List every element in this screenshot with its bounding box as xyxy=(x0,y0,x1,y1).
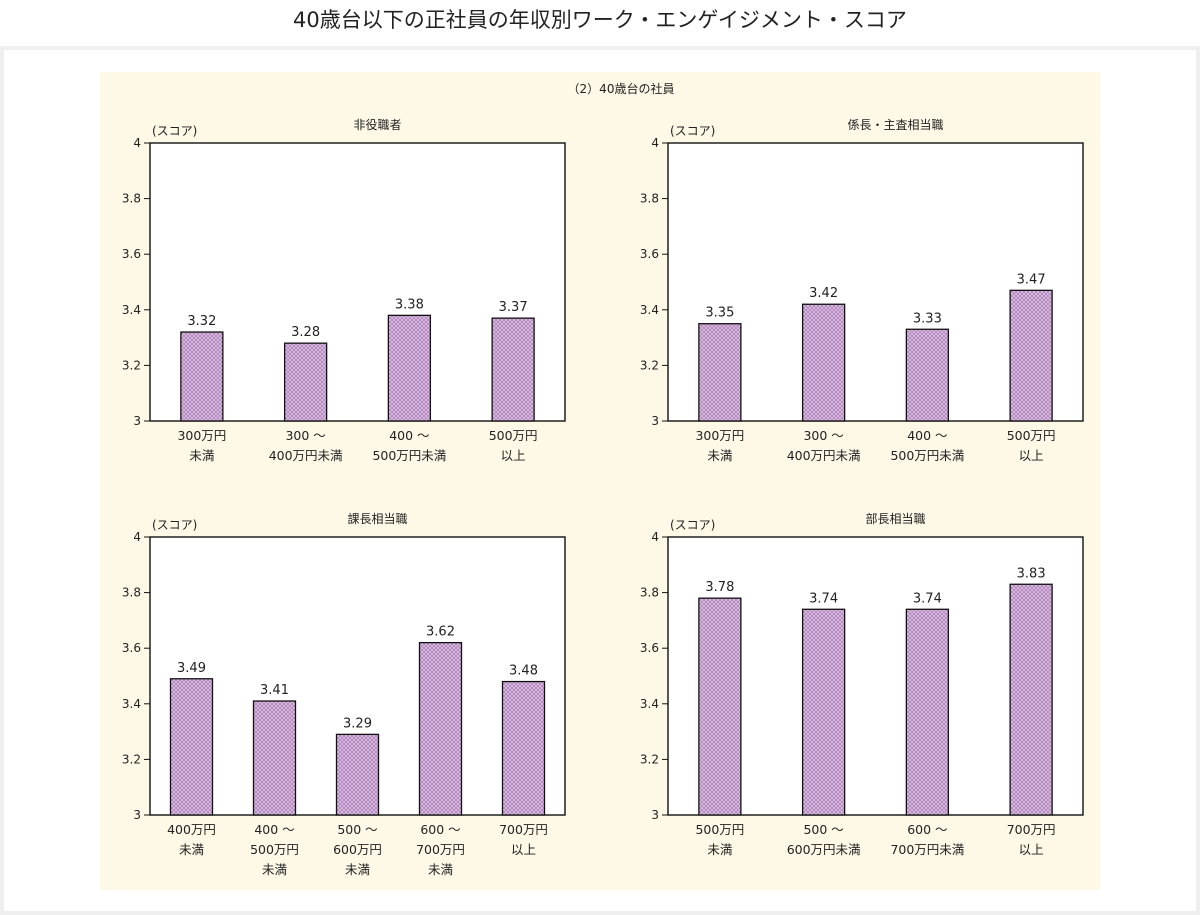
x-category-label: 500万円未満 xyxy=(695,822,744,857)
bar-value-label: 3.38 xyxy=(395,297,424,312)
bar-value-label: 3.28 xyxy=(291,325,320,340)
y-tick-label: 3.4 xyxy=(122,303,141,317)
bar xyxy=(283,342,328,422)
bar-value-label: 3.48 xyxy=(509,664,538,679)
bar-value-label: 3.62 xyxy=(426,625,455,640)
bar-value-label: 3.33 xyxy=(913,311,942,326)
bar xyxy=(491,317,535,422)
panel-title: 非役職者 xyxy=(353,117,401,132)
y-tick-label: 4 xyxy=(133,530,141,544)
y-tick-label: 3.6 xyxy=(122,247,141,261)
bar-value-label: 3.41 xyxy=(260,683,289,698)
bar xyxy=(387,314,432,422)
panel-title: 係長・主査相当職 xyxy=(847,118,943,132)
y-unit-label: (スコア) xyxy=(670,518,715,532)
x-category-label: 400万円未満 xyxy=(167,822,216,857)
x-category-label: 700万円以上 xyxy=(499,822,548,857)
bar-value-label: 3.32 xyxy=(187,314,216,329)
x-category-label: 700万円以上 xyxy=(1007,822,1056,857)
y-tick-label: 3.8 xyxy=(640,586,659,600)
x-category-label: 300万円未満 xyxy=(695,428,744,463)
bar-value-label: 3.83 xyxy=(1017,566,1046,581)
bar xyxy=(801,303,846,422)
bar-value-label: 3.47 xyxy=(1017,272,1046,287)
bar-value-label: 3.29 xyxy=(343,716,372,731)
x-category-label: 600 ～ 700万円未満 xyxy=(416,822,465,877)
x-category-label: 400 ～ 500万円未満 xyxy=(890,428,964,463)
figure-label: （2）40歳台の社員 xyxy=(568,81,675,96)
bar-value-label: 3.74 xyxy=(913,591,942,606)
y-tick-label: 3.6 xyxy=(122,641,141,655)
x-category-label: 300 ～ 400万円未満 xyxy=(269,428,343,463)
bar xyxy=(252,700,297,816)
x-category-label: 600 ～ 700万円未満 xyxy=(890,822,964,857)
y-tick-label: 3.8 xyxy=(640,192,659,206)
bar xyxy=(698,323,742,422)
y-tick-label: 3.4 xyxy=(640,303,659,317)
y-tick-label: 3.6 xyxy=(640,641,659,655)
y-tick-label: 3.6 xyxy=(640,247,659,261)
y-tick-label: 3 xyxy=(133,808,141,822)
bar xyxy=(180,331,224,422)
bar xyxy=(1009,289,1053,422)
bar-value-label: 3.78 xyxy=(705,580,734,595)
bar-value-label: 3.42 xyxy=(809,286,838,301)
page-title: 40歳台以下の正社員の年収別ワーク・エンゲイジメント・スコア xyxy=(293,8,907,32)
y-tick-label: 3.4 xyxy=(640,697,659,711)
x-category-label: 500 ～ 600万円未満 xyxy=(787,822,861,857)
bar xyxy=(801,608,846,816)
chart-panel-3: 課長相当職 (スコア) 3 3.2 3.4 3.6 3.8 4 3.49 400万円未満 3.41 4… xyxy=(122,511,566,877)
y-unit-label: (スコア) xyxy=(670,124,715,138)
chart-panel-4: 部長相当職 (スコア) 3 3.2 3.4 3.6 3.8 4 3.78 500万円未満 3.74 5… xyxy=(640,511,1084,857)
y-tick-label: 3.2 xyxy=(122,752,141,766)
bar-value-label: 3.37 xyxy=(499,300,528,315)
bar xyxy=(698,597,742,816)
x-category-label: 300万円未満 xyxy=(177,428,226,463)
bar-value-label: 3.49 xyxy=(177,661,206,676)
x-category-label: 500万円以上 xyxy=(1007,428,1056,463)
y-tick-label: 3.2 xyxy=(640,358,659,372)
y-tick-label: 3.2 xyxy=(640,752,659,766)
bar xyxy=(501,680,546,816)
y-unit-label: (スコア) xyxy=(152,518,197,532)
chart-panel-1: 非役職者 (スコア) 3 3.2 3.4 3.6 3.8 4 3.32 300万円未満 3.28 30… xyxy=(122,117,566,463)
x-category-label: 400 ～ 500万円未満 xyxy=(372,428,446,463)
y-tick-label: 4 xyxy=(651,136,659,150)
y-unit-label: (スコア) xyxy=(152,124,197,138)
y-tick-label: 4 xyxy=(133,136,141,150)
bar xyxy=(905,328,950,422)
x-category-label: 400 ～ 500万円未満 xyxy=(250,822,299,877)
bar xyxy=(905,608,950,816)
y-tick-label: 3 xyxy=(651,808,659,822)
y-tick-label: 3.8 xyxy=(122,192,141,206)
panel-title: 部長相当職 xyxy=(865,511,925,526)
y-tick-label: 3.2 xyxy=(122,358,141,372)
panel-title: 課長相当職 xyxy=(347,511,407,526)
bar xyxy=(1009,583,1053,816)
bar xyxy=(418,641,463,816)
x-category-label: 500 ～ 600万円未満 xyxy=(333,822,382,877)
bar xyxy=(169,678,214,816)
chart-panel-2: 係長・主査相当職 (スコア) 3 3.2 3.4 3.6 3.8 4 3.35 300万円未満 3.… xyxy=(640,118,1084,463)
bar-value-label: 3.74 xyxy=(809,591,838,606)
y-tick-label: 4 xyxy=(651,530,659,544)
bar-value-label: 3.35 xyxy=(705,306,734,321)
x-category-label: 300 ～ 400万円未満 xyxy=(787,428,861,463)
y-tick-label: 3.4 xyxy=(122,697,141,711)
y-tick-label: 3 xyxy=(133,414,141,428)
bar xyxy=(335,733,380,816)
y-tick-label: 3 xyxy=(651,414,659,428)
y-tick-label: 3.8 xyxy=(122,586,141,600)
x-category-label: 500万円以上 xyxy=(489,428,538,463)
